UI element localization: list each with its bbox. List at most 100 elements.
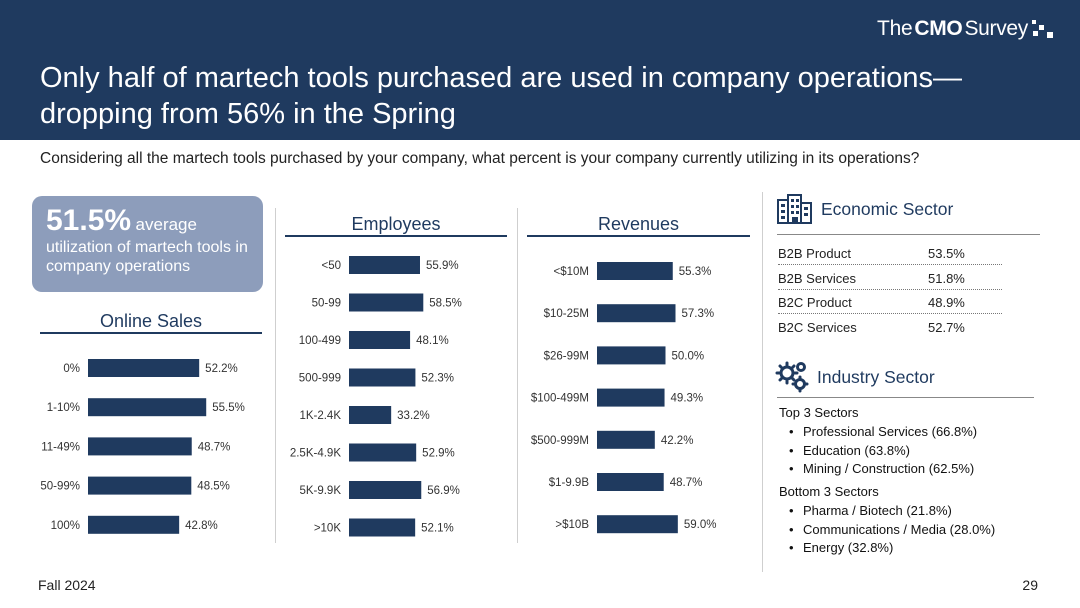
economic-row: B2B Services 51.8% bbox=[778, 266, 1002, 290]
top-sector-text: Professional Services (66.8%) bbox=[803, 424, 978, 439]
category-label: 11-49% bbox=[41, 441, 80, 453]
data-label: 55.9% bbox=[426, 260, 459, 272]
economic-row-label: B2B Product bbox=[778, 246, 851, 261]
buildings-icon bbox=[777, 194, 812, 224]
category-label: 100-499 bbox=[299, 335, 341, 347]
divider bbox=[275, 208, 276, 543]
bar bbox=[349, 518, 416, 537]
data-label: 42.2% bbox=[661, 435, 694, 447]
brand-cmo: CMO bbox=[914, 17, 963, 40]
bar bbox=[597, 346, 666, 365]
data-label: 48.7% bbox=[670, 477, 703, 489]
average-suffix: average bbox=[135, 215, 197, 234]
economic-row: B2B Product 53.5% bbox=[778, 241, 1002, 265]
bar bbox=[349, 406, 392, 424]
economic-row-value: 53.5% bbox=[928, 246, 965, 261]
bottom-sector-text: Pharma / Biotech (21.8%) bbox=[803, 503, 952, 518]
brand-the: The bbox=[877, 17, 913, 40]
top-sector-text: Education (63.8%) bbox=[803, 443, 910, 458]
data-label: 56.9% bbox=[427, 485, 460, 497]
bar bbox=[88, 437, 192, 456]
bar bbox=[88, 359, 200, 377]
economic-row-label: B2C Services bbox=[778, 320, 857, 335]
employees-chart: <50 55.9% 50-99 58.5% 100-499 48.1% 500-999 52.… bbox=[290, 256, 462, 537]
top-sector-text: Mining / Construction (62.5%) bbox=[803, 461, 975, 476]
bottom-sectors-label: Bottom 3 Sectors bbox=[779, 484, 879, 499]
data-label: 48.1% bbox=[416, 335, 449, 347]
footer-season: Fall 2024 bbox=[38, 577, 96, 593]
data-label: 59.0% bbox=[684, 519, 717, 531]
industry-sector-header: Industry Sector bbox=[775, 360, 935, 394]
bar bbox=[597, 473, 664, 491]
data-label: 48.7% bbox=[198, 441, 231, 453]
data-label: 52.2% bbox=[205, 363, 238, 375]
data-label: 48.5% bbox=[197, 481, 230, 493]
bar bbox=[597, 430, 655, 449]
header-banner: The CMO Survey Only half of martech tool… bbox=[0, 0, 1080, 140]
survey-question: Considering all the martech tools purcha… bbox=[40, 150, 920, 167]
online-sales-title: Online Sales bbox=[99, 311, 203, 331]
category-label: <$10M bbox=[554, 266, 589, 278]
brand-logo: The CMO Survey bbox=[877, 16, 1056, 42]
divider bbox=[762, 192, 763, 572]
category-label: 1K-2.4K bbox=[299, 410, 341, 422]
data-label: 55.5% bbox=[212, 402, 245, 414]
category-label: $1-9.9B bbox=[549, 477, 590, 489]
category-label: >$10B bbox=[555, 519, 589, 531]
category-label: $100-499M bbox=[531, 393, 589, 405]
economic-sector-title: Economic Sector bbox=[821, 198, 954, 219]
economic-row-value: 48.9% bbox=[928, 295, 965, 310]
data-label: 33.2% bbox=[397, 410, 430, 422]
economic-row-value: 52.7% bbox=[928, 320, 965, 335]
list-item: • Mining / Construction (62.5%) bbox=[789, 461, 975, 476]
category-label: 100% bbox=[51, 520, 80, 532]
bar bbox=[349, 443, 417, 462]
category-label: <50 bbox=[321, 260, 341, 272]
category-label: 1-10% bbox=[47, 402, 80, 414]
bottom-sector-text: Energy (32.8%) bbox=[803, 540, 894, 555]
list-item: • Professional Services (66.8%) bbox=[789, 424, 978, 439]
bar bbox=[349, 331, 411, 349]
bar bbox=[597, 515, 678, 534]
average-value: 51.5% bbox=[46, 204, 132, 237]
list-item: • Pharma / Biotech (21.8%) bbox=[789, 503, 952, 518]
industry-sector-title: Industry Sector bbox=[817, 366, 935, 387]
list-item: • Energy (32.8%) bbox=[789, 540, 894, 555]
category-label: 2.5K-4.9K bbox=[290, 448, 341, 460]
bottom-sector-text: Communications / Media (28.0%) bbox=[803, 522, 996, 537]
data-label: 42.8% bbox=[185, 520, 218, 532]
brand-dots-icon bbox=[1030, 16, 1056, 42]
data-label: 50.0% bbox=[672, 350, 705, 362]
revenues-chart: <$10M 55.3% $10-25M 57.3% $26-99M 50.0% $100-4… bbox=[531, 262, 717, 534]
data-label: 58.5% bbox=[429, 298, 462, 310]
category-label: 5K-9.9K bbox=[299, 485, 341, 497]
list-item: • Communications / Media (28.0%) bbox=[789, 522, 996, 537]
economic-row-value: 51.8% bbox=[928, 271, 965, 286]
data-label: 49.3% bbox=[671, 393, 704, 405]
page-number: 29 bbox=[1022, 577, 1038, 593]
online-sales-chart: 0% 52.2% 1-10% 55.5% 11-49% 48.7% 50-99% 48.5% 1… bbox=[40, 359, 245, 534]
online-sales-rule bbox=[40, 332, 262, 334]
bar bbox=[349, 256, 420, 274]
brand-survey: Survey bbox=[964, 17, 1028, 40]
category-label: 50-99% bbox=[40, 481, 80, 493]
page-title: Only half of martech tools purchased are… bbox=[40, 62, 963, 130]
top-sectors-label: Top 3 Sectors bbox=[779, 405, 859, 420]
revenues-rule bbox=[527, 235, 750, 237]
category-label: 0% bbox=[63, 363, 80, 375]
list-item: • Education (63.8%) bbox=[789, 443, 910, 458]
economic-sector-header: Economic Sector bbox=[777, 194, 953, 224]
data-label: 57.3% bbox=[682, 308, 715, 320]
divider bbox=[517, 208, 518, 543]
revenues-title: Revenues bbox=[597, 214, 680, 234]
economic-row: B2C Product 48.9% bbox=[778, 290, 1002, 314]
data-label: 55.3% bbox=[679, 266, 712, 278]
data-label: 52.9% bbox=[422, 448, 455, 460]
average-description: utilization of martech tools in company … bbox=[46, 239, 248, 275]
bar bbox=[597, 262, 673, 280]
data-label: 52.3% bbox=[421, 373, 454, 385]
data-label: 52.1% bbox=[421, 523, 454, 535]
employees-title: Employees bbox=[351, 214, 441, 234]
bar bbox=[597, 304, 676, 323]
gears-icon bbox=[775, 361, 809, 393]
